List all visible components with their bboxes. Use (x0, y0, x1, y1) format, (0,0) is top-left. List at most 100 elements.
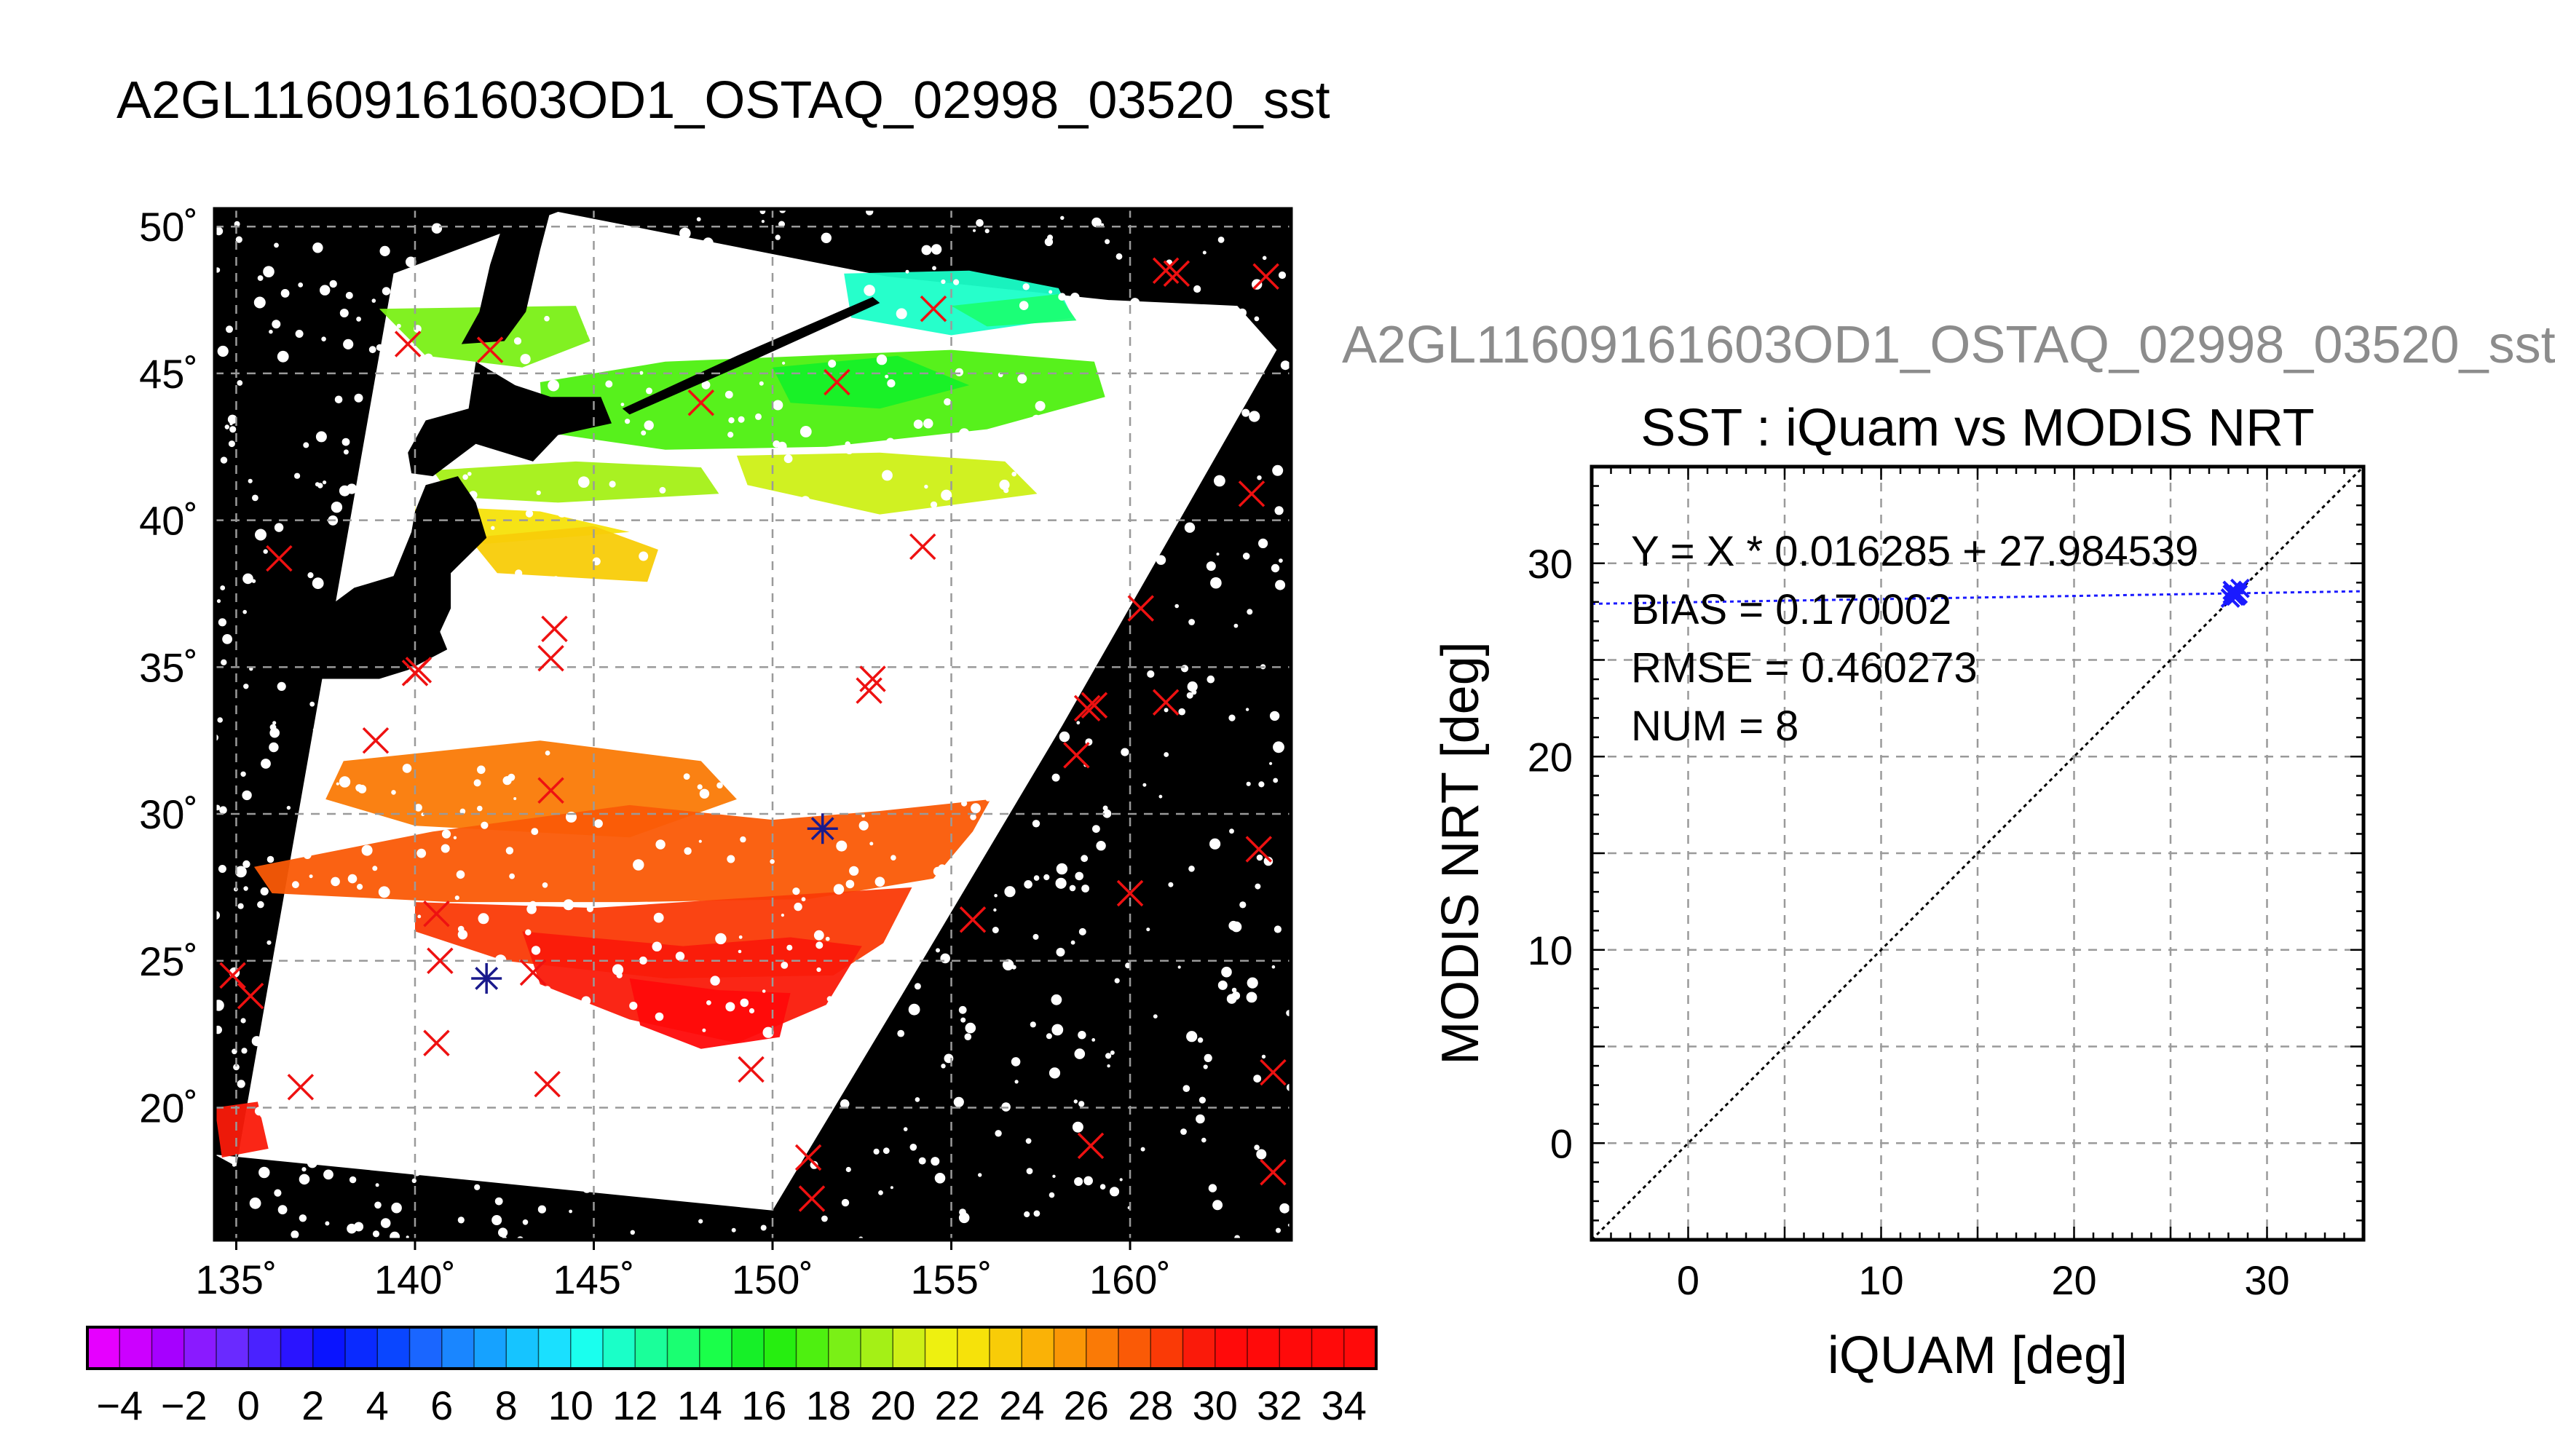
cloud-speckle (322, 735, 333, 746)
cloud-speckle (754, 601, 759, 606)
cloud-speckle (1188, 619, 1195, 625)
cloud-speckle (816, 735, 821, 740)
cloud-speckle (583, 227, 593, 237)
matchup-marker (1063, 742, 1090, 769)
cloud-speckle (908, 1003, 920, 1016)
cloud-speckle (1025, 1138, 1032, 1144)
cloud-speckle (807, 302, 813, 308)
cloud-speckle (659, 486, 666, 494)
cloud-speckle (724, 390, 733, 399)
cloud-speckle (978, 1173, 982, 1177)
cloud-speckle (491, 526, 495, 530)
cloud-speckle (453, 836, 457, 839)
cloud-speckle (376, 344, 384, 351)
cloud-speckle (801, 319, 809, 327)
cloud-speckle (1215, 357, 1227, 369)
cloud-speckle (964, 1033, 972, 1040)
colorbar-tick-label: −4 (96, 1382, 143, 1428)
map-frame (213, 207, 1293, 1242)
cloud-speckle (979, 448, 984, 454)
cloud-speckle (390, 1231, 400, 1240)
colorbar-segment (1022, 1327, 1055, 1369)
sst-colorbar: −4 −2 0 2 4 6 8 10 12 14 16 18 20 22 24 26 28 30 32 34 (86, 1326, 1378, 1428)
cloud-speckle (473, 779, 481, 787)
cloud-speckle (1242, 553, 1250, 560)
cloud-speckle (1017, 745, 1022, 750)
cloud-speckle (1228, 714, 1236, 721)
cloud-speckle (515, 569, 523, 577)
cloud-speckle (726, 494, 737, 505)
cloud-speckle (480, 1083, 487, 1091)
cloud-speckle (1078, 1031, 1086, 1040)
cloud-speckle (315, 431, 327, 443)
cloud-speckle (1177, 965, 1181, 969)
cloud-speckle (1184, 522, 1196, 533)
colorbar-segment (441, 1327, 475, 1369)
matchup-marker (519, 959, 547, 986)
cloud-speckle (740, 998, 749, 1008)
cloud-speckle (625, 272, 631, 276)
cloud-speckle (927, 681, 939, 693)
cloud-speckle (323, 480, 327, 485)
cloud-speckle (1091, 217, 1102, 228)
cloud-speckle (972, 439, 982, 449)
cloud-speckle (391, 1202, 402, 1214)
cloud-speckle (984, 229, 990, 234)
cloud-speckle (257, 275, 264, 281)
cloud-speckle (406, 356, 416, 365)
cloud-speckle (332, 928, 336, 933)
cloud-speckle (431, 223, 443, 234)
cloud-speckle (761, 220, 765, 223)
cloud-speckle (781, 914, 784, 917)
cloud-speckle (1049, 1067, 1061, 1079)
cloud-speckle (885, 743, 894, 752)
cloud-speckle (474, 267, 479, 272)
cloud-speckle (1074, 1177, 1083, 1186)
cloud-speckle (321, 336, 326, 342)
cloud-speckle (717, 683, 727, 692)
cloud-speckle (1105, 1053, 1112, 1059)
cloud-speckle (705, 278, 714, 288)
cloud-speckle (217, 345, 229, 357)
cloud-speckle (329, 280, 337, 288)
matchup-marker (476, 336, 504, 363)
cloud-speckle (301, 1167, 307, 1172)
cloud-speckle (266, 855, 275, 863)
cloud-speckle (424, 353, 433, 363)
cloud-speckle (808, 564, 816, 571)
cloud-speckle (517, 1107, 526, 1117)
cloud-speckle (1229, 828, 1234, 834)
cloud-speckle (583, 256, 595, 268)
cloud-speckle (792, 887, 800, 895)
cloud-speckle (813, 930, 824, 941)
cloud-speckle (639, 1125, 642, 1129)
cloud-speckle (941, 489, 952, 501)
cloud-speckle (581, 996, 591, 1006)
cloud-speckle (523, 597, 531, 606)
cloud-speckle (882, 470, 893, 481)
matchup-marker (959, 906, 987, 933)
cloud-speckle (866, 598, 874, 605)
cloud-speckle (478, 913, 489, 925)
cloud-speckle (331, 877, 340, 887)
cloud-speckle (944, 398, 952, 405)
cloud-speckle (334, 899, 339, 903)
cloud-speckle (327, 1107, 334, 1115)
colorbar-tick-label: 14 (677, 1382, 722, 1428)
cloud-speckle (1269, 711, 1280, 721)
colorbar-tick-label: 16 (741, 1382, 786, 1428)
cloud-speckle (457, 1216, 465, 1224)
cloud-speckle (513, 337, 522, 345)
cloud-speckle (1164, 708, 1169, 713)
cloud-speckle (406, 367, 412, 373)
scatter-stat-line: Y = X * 0.016285 + 27.984539 (1631, 528, 2198, 575)
cloud-speckle (531, 1026, 534, 1030)
cloud-speckle (1188, 866, 1195, 872)
cloud-speckle (272, 971, 280, 979)
cloud-speckle (491, 644, 497, 650)
cloud-speckle (303, 851, 312, 859)
cloud-speckle (864, 321, 869, 326)
cloud-speckle (352, 1048, 362, 1059)
cloud-speckle (679, 227, 691, 240)
cloud-speckle (833, 884, 845, 895)
